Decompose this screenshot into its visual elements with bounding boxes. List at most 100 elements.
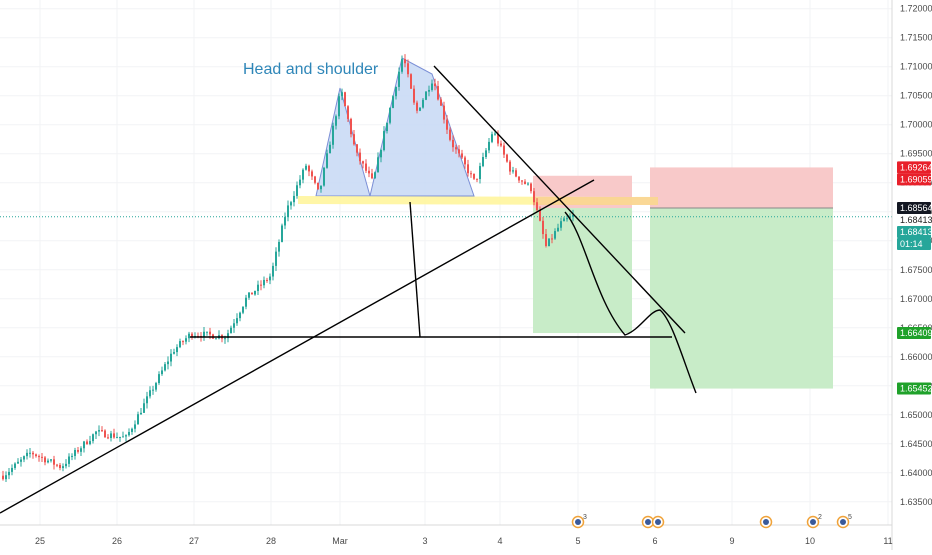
candle-body [146, 396, 148, 404]
candle-body [125, 435, 127, 437]
candle-body [515, 170, 517, 177]
price-tags: 1.69264 1.69059 1.68564 1.68413 1.68413 01:14… [897, 161, 932, 395]
candle-body [86, 441, 88, 445]
candle-body [383, 131, 385, 150]
y-tick-label: 1.67500 [900, 265, 932, 275]
candle-body [134, 424, 136, 429]
candle-body [353, 134, 355, 145]
candle-body [563, 218, 565, 222]
candle-body [392, 96, 394, 108]
candle-body [170, 353, 172, 362]
candle-body [140, 412, 142, 415]
event-marker-icon[interactable]: 3 [571, 514, 588, 529]
candle-body [77, 450, 79, 452]
candle-body [113, 433, 115, 438]
y-tick-label: 1.70000 [900, 120, 932, 130]
x-tick-label: 25 [35, 536, 45, 546]
candle-body [188, 333, 190, 339]
candle-body [56, 464, 58, 466]
candle-body [29, 452, 31, 454]
event-markers[interactable]: 3 2 5 [571, 514, 853, 529]
candle-body [266, 279, 268, 281]
candle-body [149, 390, 151, 397]
candle-body [110, 433, 112, 438]
x-tick-label: 5 [575, 536, 580, 546]
neckline-band-overlap [533, 197, 658, 205]
candle-body [338, 96, 340, 117]
candle-body [164, 364, 166, 371]
candle-body [548, 238, 550, 246]
candle-body [341, 92, 343, 97]
candle-body [404, 59, 406, 64]
x-tick-label: 4 [497, 536, 502, 546]
candle-body [566, 218, 568, 220]
candle-body [185, 338, 187, 342]
candle-body [497, 133, 499, 144]
candle-body [260, 284, 262, 286]
candle-body [290, 202, 292, 206]
event-marker-icon[interactable] [759, 515, 773, 529]
candle-body [62, 466, 64, 469]
head-and-shoulders-pattern [298, 57, 658, 205]
candle-body [374, 172, 376, 179]
candle-body [293, 195, 295, 203]
candle-body [455, 147, 457, 150]
candle-body [485, 150, 487, 157]
take-profit-zone-2 [650, 208, 833, 389]
candle-body [230, 327, 232, 334]
candle-body [560, 221, 562, 228]
event-marker-count: 3 [583, 514, 587, 521]
event-marker-icon[interactable] [651, 515, 665, 529]
candle-body [254, 291, 256, 295]
projected-price-path [564, 211, 697, 394]
candle-body [245, 297, 247, 307]
candle-body [356, 144, 358, 153]
candle-body [287, 205, 289, 218]
price-tag: 01:14 [900, 239, 923, 249]
candle-body [362, 161, 364, 164]
candle-body [431, 83, 433, 90]
candle-body [152, 389, 154, 391]
candle-body [272, 265, 274, 277]
candle-body [50, 459, 52, 461]
candle-body [8, 471, 10, 476]
take-profit-zone-1 [533, 208, 632, 334]
candle-body [224, 338, 226, 340]
candle-body [11, 467, 13, 472]
y-tick-label: 1.64500 [900, 439, 932, 449]
candle-body [344, 92, 346, 107]
candle-body [128, 431, 130, 436]
event-marker-dot [645, 519, 651, 525]
candle-body [137, 414, 139, 425]
event-marker-icon[interactable]: 5 [836, 514, 853, 529]
candle-body [206, 331, 208, 333]
event-marker-icon[interactable]: 2 [806, 514, 823, 529]
candle-body [371, 173, 373, 179]
candle-body [491, 134, 493, 142]
candle-body [227, 333, 229, 339]
candle-body [479, 166, 481, 180]
candle-body [554, 231, 556, 239]
candle-body [101, 430, 103, 432]
price-tag: 1.65452 [900, 384, 932, 394]
candle-body [389, 107, 391, 123]
event-marker-dot [575, 519, 581, 525]
zones [0, 167, 892, 389]
candle-body [503, 145, 505, 155]
candle-body [5, 475, 7, 480]
candle-body [98, 430, 100, 432]
price-tag-bg [897, 327, 931, 340]
candle-body [443, 105, 445, 120]
candle-body [173, 352, 175, 354]
y-tick-label: 1.69500 [900, 149, 932, 159]
candle-body [557, 227, 559, 232]
candle-body [398, 71, 400, 87]
candle-body [524, 181, 526, 184]
candle-body [509, 161, 511, 172]
candle-body [242, 306, 244, 313]
candle-body [311, 171, 313, 177]
event-marker-count: 5 [848, 514, 852, 521]
y-tick-label: 1.70500 [900, 91, 932, 101]
